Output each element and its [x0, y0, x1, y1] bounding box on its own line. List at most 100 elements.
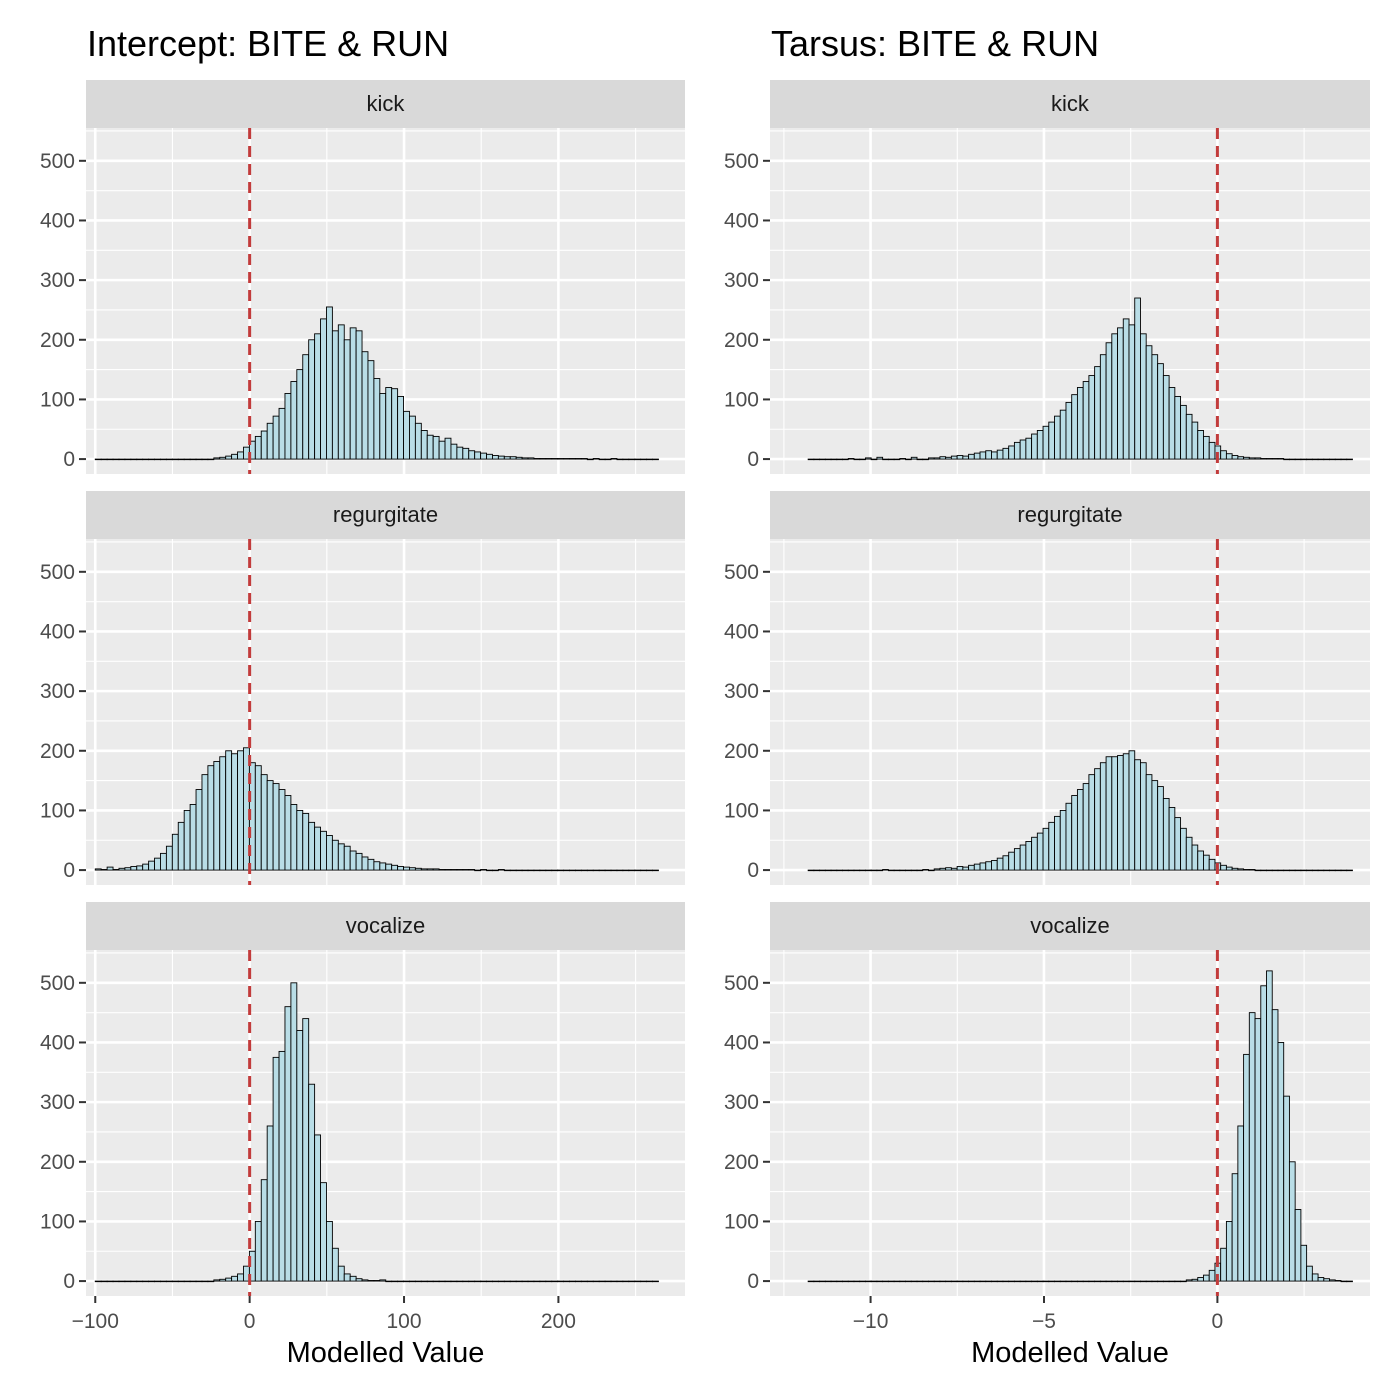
histogram-bar	[1111, 756, 1118, 871]
histogram-bar	[195, 789, 203, 871]
panel-tarsus-kick: kick 0 100 200 300 400 500	[724, 80, 1370, 474]
histogram-bar	[985, 861, 992, 871]
histogram-bar	[284, 795, 292, 871]
histogram-bar	[438, 869, 446, 871]
histogram-bar	[1076, 1280, 1084, 1283]
histogram-bar	[1048, 821, 1055, 871]
histogram-bar	[1134, 1280, 1141, 1283]
histogram-bar	[1048, 421, 1055, 460]
histogram-bar	[899, 869, 907, 872]
y-tick-label: 100	[40, 388, 75, 411]
histogram-bar	[343, 1273, 351, 1282]
histogram-bar	[337, 843, 345, 871]
histogram-bar	[124, 458, 132, 461]
histogram-bar	[361, 856, 369, 871]
histogram-bar	[331, 839, 339, 871]
histogram-bar	[1208, 858, 1216, 871]
histogram-bar	[420, 1280, 428, 1283]
strip-label: kick	[1051, 91, 1090, 116]
histogram-bar	[905, 458, 912, 461]
histogram-bar	[225, 750, 233, 871]
histogram-bar	[314, 1134, 321, 1282]
histogram-bar	[260, 1179, 268, 1282]
histogram-bar	[1225, 1220, 1233, 1282]
histogram-bar	[480, 452, 487, 460]
histogram-bar	[136, 458, 144, 461]
histogram-bar	[819, 869, 826, 872]
x-tick-label: 100	[387, 1310, 422, 1333]
strip-label: regurgitate	[1017, 502, 1122, 527]
histogram-bar	[916, 458, 924, 461]
histogram-bar	[545, 869, 553, 872]
histogram-bar	[1065, 802, 1073, 871]
histogram-bar	[1197, 1277, 1204, 1282]
histogram-bar	[1122, 1280, 1130, 1283]
histogram-bar	[533, 458, 541, 460]
histogram-bar	[1059, 1280, 1067, 1283]
histogram-bar	[622, 1280, 630, 1283]
histogram-bar	[486, 1280, 493, 1283]
histogram-bar	[272, 415, 280, 460]
histogram-bar	[1076, 387, 1084, 460]
histogram-bar	[94, 868, 102, 871]
histogram-bar	[154, 1280, 161, 1283]
histogram-bar	[326, 835, 333, 871]
histogram-bar	[876, 1280, 884, 1283]
histogram-bar	[1317, 458, 1325, 461]
histogram-bar	[497, 1280, 505, 1283]
histogram-bar	[1277, 458, 1285, 460]
histogram-bar	[1094, 366, 1101, 460]
histogram-bar	[1002, 855, 1010, 871]
histogram-bar	[320, 318, 327, 460]
histogram-bar	[444, 1280, 452, 1283]
histogram-bar	[1019, 439, 1027, 460]
histogram-bar	[640, 869, 648, 872]
histogram-bar	[813, 1280, 821, 1283]
histogram-bar	[1025, 437, 1033, 460]
histogram-bar	[201, 458, 209, 461]
histogram-bar	[1311, 869, 1319, 872]
histogram-bar	[207, 458, 215, 461]
histogram-bar	[183, 458, 191, 461]
histogram-bar	[326, 1220, 333, 1282]
strip-background	[86, 491, 685, 539]
histogram-bar	[1076, 789, 1084, 871]
histogram-bar	[563, 869, 570, 872]
histogram-bar	[1254, 457, 1262, 460]
histogram-bar	[1323, 869, 1330, 872]
histogram-bar	[195, 1280, 203, 1283]
histogram-bar	[480, 1280, 487, 1283]
histogram-bar	[231, 1275, 238, 1282]
histogram-bar	[870, 869, 878, 872]
histogram-bar	[1111, 1280, 1118, 1283]
histogram-bar	[254, 1220, 262, 1282]
histogram-bar	[290, 982, 298, 1282]
histogram-bar	[551, 458, 559, 460]
histogram-bar	[385, 863, 393, 871]
histogram-bar	[278, 789, 286, 871]
histogram-bar	[207, 1280, 215, 1283]
histogram-bar	[887, 1280, 895, 1283]
histogram-bar	[456, 869, 464, 871]
histogram-bar	[899, 1280, 907, 1283]
histogram-bar	[887, 869, 895, 872]
histogram-bar	[1220, 1247, 1227, 1282]
histogram-bar	[165, 845, 173, 871]
histogram-bar	[474, 869, 482, 872]
histogram-bar	[1002, 447, 1010, 460]
histogram-bar	[1288, 458, 1296, 461]
histogram-bar	[847, 1280, 855, 1283]
histogram-bar	[1162, 375, 1170, 460]
y-tick-label: 0	[747, 1270, 759, 1293]
histogram-bar	[1105, 756, 1113, 871]
histogram-bar	[260, 430, 268, 460]
histogram-bar	[409, 1280, 416, 1283]
strip-label: regurgitate	[333, 502, 438, 527]
histogram-bar	[1008, 445, 1015, 460]
histogram-bar	[527, 457, 535, 460]
histogram-bar	[1277, 1042, 1285, 1282]
histogram-bar	[973, 863, 981, 871]
histogram-bar	[219, 456, 227, 460]
strip-background	[86, 80, 685, 128]
histogram-bar	[420, 430, 428, 460]
